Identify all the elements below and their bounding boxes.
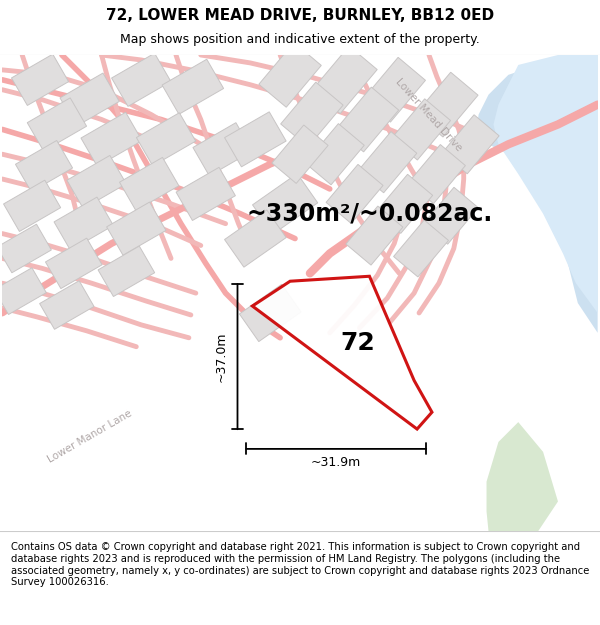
Text: ~330m²/~0.082ac.: ~330m²/~0.082ac. bbox=[247, 202, 493, 226]
Polygon shape bbox=[253, 276, 432, 429]
Polygon shape bbox=[54, 197, 113, 250]
Polygon shape bbox=[11, 54, 68, 106]
Polygon shape bbox=[493, 55, 598, 313]
Polygon shape bbox=[476, 55, 598, 333]
Polygon shape bbox=[119, 158, 179, 211]
Polygon shape bbox=[224, 210, 286, 267]
Text: ~37.0m: ~37.0m bbox=[215, 331, 228, 382]
Polygon shape bbox=[346, 206, 403, 265]
Polygon shape bbox=[136, 112, 196, 166]
Polygon shape bbox=[46, 238, 102, 289]
Polygon shape bbox=[376, 174, 433, 233]
Polygon shape bbox=[259, 42, 321, 107]
Text: Lower Manor Lane: Lower Manor Lane bbox=[46, 409, 134, 465]
Text: 72, LOWER MEAD DRIVE, BURNLEY, BB12 0ED: 72, LOWER MEAD DRIVE, BURNLEY, BB12 0ED bbox=[106, 8, 494, 23]
Polygon shape bbox=[193, 122, 252, 176]
Polygon shape bbox=[60, 73, 119, 126]
Polygon shape bbox=[336, 87, 398, 152]
Polygon shape bbox=[394, 220, 449, 277]
Polygon shape bbox=[0, 224, 52, 272]
Polygon shape bbox=[305, 124, 364, 185]
Text: Contains OS data © Crown copyright and database right 2021. This information is : Contains OS data © Crown copyright and d… bbox=[11, 542, 589, 588]
Polygon shape bbox=[363, 58, 425, 122]
Polygon shape bbox=[272, 125, 328, 183]
Polygon shape bbox=[358, 131, 417, 192]
Polygon shape bbox=[112, 53, 171, 106]
Polygon shape bbox=[253, 174, 318, 234]
Polygon shape bbox=[487, 422, 558, 531]
Polygon shape bbox=[312, 46, 377, 114]
Polygon shape bbox=[416, 72, 478, 137]
Polygon shape bbox=[239, 284, 301, 342]
Polygon shape bbox=[0, 268, 46, 314]
Polygon shape bbox=[281, 82, 343, 147]
Polygon shape bbox=[81, 112, 142, 166]
Polygon shape bbox=[67, 156, 126, 209]
Polygon shape bbox=[107, 202, 166, 255]
Text: Lower Mead Drive: Lower Mead Drive bbox=[394, 76, 464, 152]
Polygon shape bbox=[162, 59, 224, 114]
Polygon shape bbox=[224, 112, 286, 167]
Polygon shape bbox=[16, 141, 73, 192]
Polygon shape bbox=[409, 144, 466, 204]
Polygon shape bbox=[176, 168, 235, 221]
Polygon shape bbox=[392, 99, 451, 160]
Text: ~31.9m: ~31.9m bbox=[311, 456, 361, 469]
Polygon shape bbox=[326, 164, 383, 223]
Polygon shape bbox=[98, 246, 155, 296]
Text: 72: 72 bbox=[340, 331, 375, 354]
Polygon shape bbox=[4, 180, 61, 231]
Text: Map shows position and indicative extent of the property.: Map shows position and indicative extent… bbox=[120, 33, 480, 46]
Polygon shape bbox=[424, 188, 478, 244]
Polygon shape bbox=[40, 281, 94, 329]
Polygon shape bbox=[442, 115, 499, 174]
Polygon shape bbox=[27, 98, 86, 151]
